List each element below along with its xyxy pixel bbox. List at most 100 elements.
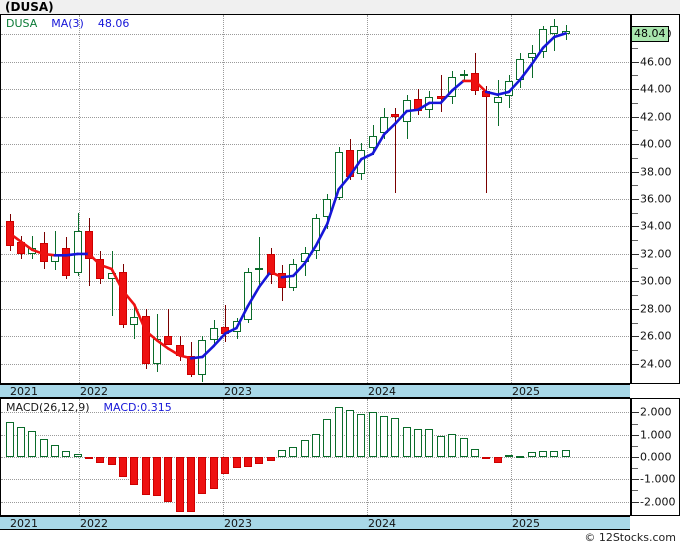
macd-histogram-bar	[368, 412, 377, 457]
candle-body	[62, 248, 71, 276]
candle-wick	[486, 86, 487, 194]
macd-y-axis: 2.000 1.000 0.000 -1.000 -2.000	[630, 399, 680, 516]
candle-body	[96, 259, 105, 279]
x-axis-year-label: 2024	[368, 517, 396, 530]
price-axis-label: 42.00	[640, 110, 672, 124]
title-band: (DUSA)	[0, 0, 680, 14]
macd-histogram-bar	[561, 449, 570, 457]
legend-symbol: DUSA	[6, 17, 38, 30]
price-gridline	[1, 336, 629, 338]
candle-body	[107, 273, 116, 279]
x-axis-year-label: 2025	[512, 385, 540, 398]
price-y-axis: 48.0046.0044.0042.0040.0038.0036.0034.00…	[630, 15, 680, 384]
price-axis-minor-tick	[632, 240, 638, 242]
price-axis-label: 26.00	[640, 329, 672, 343]
price-axis-minor-tick	[632, 157, 638, 159]
macd-histogram-bar	[482, 457, 491, 460]
price-axis-tick	[632, 61, 639, 63]
candle-body	[300, 252, 309, 263]
candle-body	[198, 340, 207, 375]
price-axis-label: 28.00	[640, 302, 672, 316]
price-axis-label: 34.00	[640, 219, 672, 233]
candle-body	[346, 149, 354, 178]
price-plot-area[interactable]	[1, 15, 629, 383]
macd-axis-label: 0.000	[640, 450, 672, 464]
candle-body	[28, 248, 37, 254]
x-axis-year-label: 2023	[224, 385, 252, 398]
price-gridline	[1, 308, 629, 310]
macd-histogram-bar	[436, 435, 445, 457]
candle-body	[414, 98, 423, 112]
copyright-credit: © 12Stocks.com	[584, 531, 676, 544]
macd-histogram-bar	[493, 457, 502, 463]
macd-histogram-bar	[232, 457, 241, 469]
candle-body	[141, 315, 150, 364]
price-axis-label: 38.00	[640, 165, 672, 179]
macd-histogram-bar	[277, 450, 286, 457]
price-gridline	[1, 199, 629, 200]
price-year-gridline	[367, 15, 368, 383]
price-axis-tick	[632, 199, 639, 200]
macd-histogram-bar	[164, 457, 173, 502]
price-gridline	[1, 116, 629, 118]
macd-histogram-bar	[334, 406, 343, 457]
macd-year-gridline	[79, 399, 80, 515]
macd-axis-tick	[632, 412, 639, 414]
price-axis-tick	[632, 281, 639, 283]
macd-histogram-bar	[470, 449, 479, 457]
legend-ma-label: MA(3)	[51, 17, 84, 30]
macd-histogram-bar	[516, 455, 525, 458]
x-axis-year-label: 2021	[10, 517, 38, 530]
price-axis-tick	[632, 226, 639, 228]
macd-histogram-bar	[448, 433, 457, 457]
candle-wick	[395, 108, 396, 194]
macd-zero-line	[1, 457, 629, 458]
macd-histogram-bar	[504, 454, 513, 457]
price-axis-label: 24.00	[640, 357, 672, 371]
candle-body	[323, 199, 332, 217]
candle-wick	[225, 304, 226, 342]
price-gridline	[1, 281, 629, 283]
price-axis-label: 44.00	[640, 82, 672, 96]
macd-axis-label: -1.000	[640, 472, 676, 486]
price-year-gridline	[511, 15, 512, 383]
price-legend: DUSA MA(3) 48.06	[6, 17, 129, 30]
macd-histogram-bar	[414, 429, 423, 457]
macd-histogram-bar	[39, 439, 48, 457]
price-axis-tick	[632, 336, 639, 338]
macd-histogram-bar	[243, 457, 252, 468]
price-axis-minor-tick	[632, 130, 638, 132]
price-axis-minor-tick	[632, 75, 638, 77]
price-axis-tick	[632, 116, 639, 118]
candle-body	[391, 113, 400, 117]
macd-histogram-bar	[175, 457, 184, 512]
price-axis-minor-tick	[632, 102, 638, 104]
macd-legend-value: MACD:0.315	[103, 401, 172, 414]
x-axis-year-label: 2022	[80, 385, 108, 398]
candle-body	[277, 273, 286, 289]
price-gridline	[1, 144, 629, 146]
macd-axis-minor-tick	[632, 468, 638, 470]
candle-body	[448, 76, 457, 98]
candle-body	[153, 339, 162, 364]
macd-histogram-bar	[16, 426, 25, 457]
candle-body	[266, 253, 275, 275]
price-gridline	[1, 61, 629, 63]
price-gridline	[1, 171, 629, 173]
candle-body	[470, 72, 479, 91]
candle-body	[380, 116, 389, 134]
price-axis-minor-tick	[632, 47, 638, 49]
macd-histogram-bar	[73, 454, 82, 457]
price-axis-minor-tick	[632, 185, 638, 187]
macd-histogram-bar	[459, 438, 468, 457]
macd-histogram-bar	[380, 415, 389, 457]
x-axis-year-label: 2024	[368, 385, 396, 398]
candle-wick	[168, 308, 169, 345]
macd-histogram-bar	[289, 446, 298, 457]
price-axis-label: 46.00	[640, 55, 672, 69]
candle-body	[504, 80, 513, 96]
candle-body	[39, 242, 48, 263]
macd-plot-area[interactable]	[1, 399, 629, 515]
price-axis-tick	[632, 363, 639, 365]
macd-year-gridline	[367, 399, 368, 515]
